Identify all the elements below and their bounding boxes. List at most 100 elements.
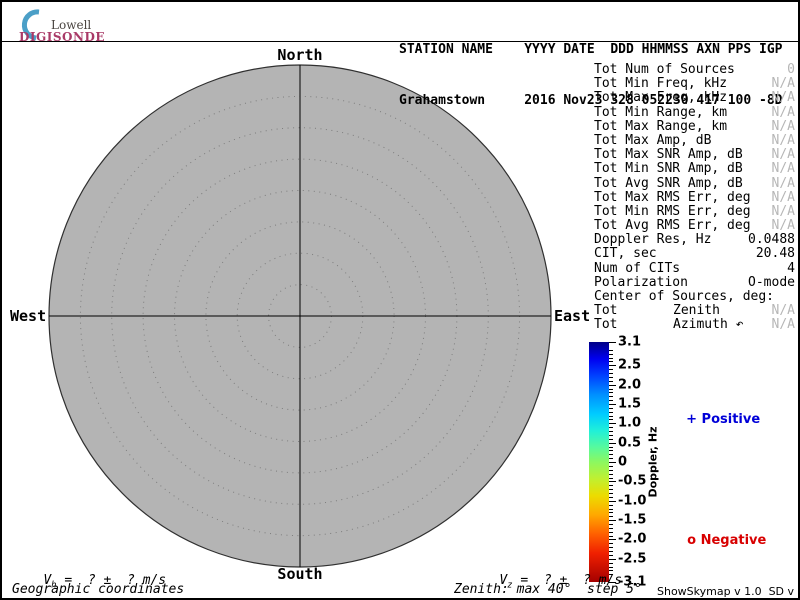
colorbar-major-tick	[609, 442, 616, 444]
colorbar-minor-tick	[609, 388, 613, 390]
stats-row: Tot Avg SNR Amp, dB N/A	[594, 176, 795, 191]
colorbar-minor-tick	[609, 523, 613, 525]
stats-label: Tot Min SNR Amp, dB	[594, 161, 743, 177]
colorbar-minor-tick	[609, 434, 613, 436]
stats-value: N/A	[771, 303, 795, 319]
stats-label: Tot Max Freq, kHz	[594, 90, 728, 106]
colorbar-major-tick	[609, 539, 616, 541]
colorbar-minor-tick	[609, 508, 613, 510]
stats-row: Tot Max Range, km N/A	[594, 118, 795, 134]
stats-row: CIT, sec 20.48	[594, 247, 795, 261]
logo-text-lowell: Lowell	[51, 18, 92, 32]
stats-value: 0.0488	[748, 232, 795, 248]
colorbar-minor-tick	[609, 353, 613, 355]
station-header-columns: STATION NAME YYYY DATE DDD HHMMSS AXN PP…	[399, 42, 783, 57]
negative-legend-label: Negative	[700, 533, 767, 548]
doppler-colorbar	[589, 342, 609, 582]
header-separator	[2, 41, 798, 42]
plus-marker-icon: +	[686, 412, 698, 427]
colorbar-minor-tick	[609, 489, 613, 491]
colorbar-tick-label: 1.5	[618, 396, 642, 412]
colorbar-minor-tick	[609, 527, 613, 529]
stats-label: Num of CITs	[594, 260, 681, 276]
colorbar-minor-tick	[609, 516, 613, 518]
colorbar-minor-tick	[609, 473, 613, 475]
stats-label: Tot Min RMS Err, deg	[594, 203, 751, 219]
colorbar-minor-tick	[609, 512, 613, 514]
colorbar-minor-tick	[609, 446, 613, 448]
colorbar-axis-label: Doppler, Hz	[646, 426, 660, 498]
stats-value: N/A	[771, 104, 795, 120]
stats-value: N/A	[771, 90, 795, 106]
stats-value: O-mode	[748, 274, 795, 290]
colorbar-minor-tick	[609, 543, 613, 545]
colorbar-minor-tick	[609, 574, 613, 576]
stats-label: Tot Max Amp, dB	[594, 132, 712, 148]
colorbar-minor-tick	[609, 458, 613, 460]
positive-legend: + Positive	[668, 397, 760, 442]
vertical-velocity-readout: Vz = ? ± ? m/s	[468, 558, 623, 598]
stats-value: N/A	[771, 147, 795, 163]
colorbar-major-tick	[609, 462, 616, 463]
stats-row: Num of CITs 4	[594, 260, 795, 276]
colorbar-tick-label: 2.5	[618, 357, 642, 373]
stats-value: 0	[787, 62, 795, 77]
stats-value: N/A	[771, 118, 795, 134]
crescent-icon	[21, 9, 40, 41]
colorbar-minor-tick	[609, 427, 613, 429]
stats-label: CIT, sec	[594, 246, 657, 262]
stats-value: N/A	[771, 189, 795, 205]
colorbar-minor-tick	[609, 415, 613, 417]
colorbar-major-tick	[609, 582, 616, 583]
stats-label: Tot Num of Sources	[594, 62, 735, 77]
colorbar-major-tick	[609, 481, 616, 483]
colorbar-major-tick	[609, 342, 616, 343]
colorbar-minor-tick	[609, 380, 613, 382]
colorbar-minor-tick	[609, 431, 613, 432]
stats-row: Doppler Res, Hz 0.0488	[594, 233, 795, 247]
colorbar-tick-label: -1.5	[618, 512, 647, 528]
colorbar-major-tick	[609, 520, 616, 522]
colorbar-minor-tick	[609, 551, 613, 552]
stats-value: N/A	[771, 203, 795, 219]
stats-label: Tot Min Range, km	[594, 104, 728, 120]
colorbar-minor-tick	[609, 357, 613, 359]
colorbar-major-tick	[609, 558, 616, 560]
colorbar-minor-tick	[609, 465, 613, 467]
stats-row: Polarization O-mode	[594, 274, 795, 290]
stats-label: Tot	[594, 303, 618, 319]
colorbar-minor-tick	[609, 361, 613, 363]
stats-row: Tot Min RMS Err, deg N/A	[594, 203, 795, 219]
compass-west-label: West	[10, 307, 47, 325]
stats-row: Tot Max SNR Amp, dB N/A	[594, 147, 795, 163]
stats-value: N/A	[771, 76, 795, 92]
stats-row: Tot Azimuth ↶ N/A	[594, 318, 795, 332]
colorbar-tick-label: 2.0	[618, 377, 642, 393]
colorbar-minor-tick	[609, 485, 613, 487]
colorbar-minor-tick	[609, 493, 613, 494]
colorbar-minor-tick	[609, 477, 613, 479]
colorbar-minor-tick	[609, 570, 613, 572]
stats-value: N/A	[771, 132, 795, 148]
stats-row: Tot Max Amp, dB N/A	[594, 132, 795, 148]
stats-sublabel: Zenith	[673, 303, 720, 319]
colorbar-minor-tick	[609, 396, 613, 398]
circle-marker-icon: o	[687, 533, 697, 548]
stats-value: 4	[787, 260, 795, 276]
stats-row: Tot Avg RMS Err, deg N/A	[594, 218, 795, 233]
colorbar-major-tick	[609, 423, 616, 425]
colorbar-minor-tick	[609, 504, 613, 506]
logo-text-digisonde: DIGISONDE	[19, 30, 106, 44]
vz-value: = ? ± ? m/s	[512, 573, 623, 588]
colorbar-tick-label: -3.1	[618, 574, 647, 590]
vh-subscript: h	[51, 580, 57, 591]
stats-row: Tot Max RMS Err, deg N/A	[594, 189, 795, 205]
colorbar-minor-tick	[609, 454, 613, 456]
stats-row: Tot Min Range, km N/A	[594, 104, 795, 120]
stats-label: Tot Max SNR Amp, dB	[594, 147, 743, 163]
colorbar-minor-tick	[609, 535, 613, 537]
stats-label: Tot	[594, 317, 618, 333]
stats-value: N/A	[771, 161, 795, 177]
